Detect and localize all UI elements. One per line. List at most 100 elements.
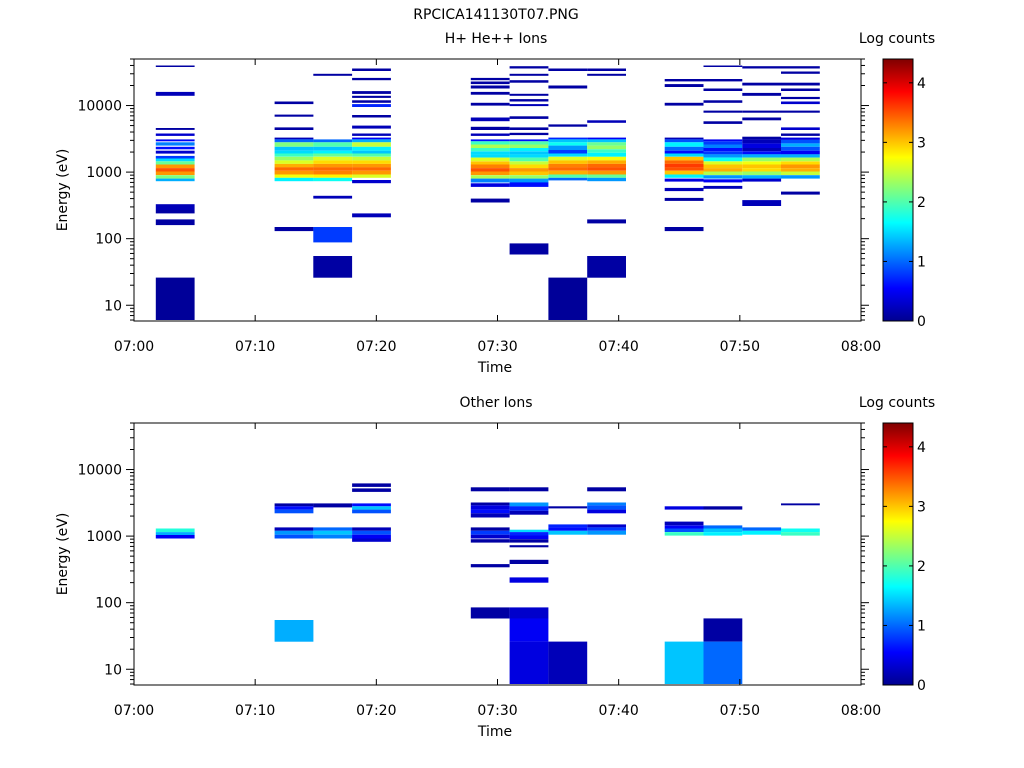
- heatmap-cell: [587, 160, 626, 164]
- heatmap-cell: [664, 174, 704, 178]
- heatmap-cell: [664, 156, 704, 161]
- heatmap-cell: [587, 530, 626, 535]
- heatmap-cell: [781, 96, 820, 100]
- heatmap-cell: [703, 528, 743, 532]
- heatmap-cell: [548, 150, 588, 154]
- heatmap-cell: [470, 141, 510, 145]
- heatmap-cell: [664, 160, 704, 164]
- heatmap-cell: [781, 146, 820, 151]
- heatmap-cell: [781, 88, 820, 91]
- heatmap-cell: [587, 167, 626, 171]
- heatmap-cell: [470, 81, 510, 85]
- heatmap-cell: [470, 171, 510, 176]
- heatmap-cell: [155, 150, 195, 154]
- heatmap-cell: [703, 148, 743, 152]
- heatmap-cell: [470, 539, 510, 543]
- heatmap-cell: [313, 163, 353, 168]
- heatmap-cell: [352, 167, 391, 171]
- heatmap-cell: [509, 116, 549, 119]
- heatmap-cell: [509, 487, 549, 492]
- heatmap-cell: [470, 133, 510, 136]
- heatmap-cell: [274, 153, 314, 157]
- heatmap-cell: [470, 154, 510, 158]
- heatmap-cell: [274, 160, 314, 164]
- panel-other-ions: Other Ions 07:00 07:10 07:20 07:30 07:40 07:5…: [55, 395, 935, 740]
- heatmap-cell: [509, 141, 549, 145]
- heatmap-cell: [274, 150, 314, 154]
- heatmap-cell: [313, 156, 353, 161]
- heatmap-cell: [664, 170, 704, 175]
- heatmap-cell: [664, 84, 704, 87]
- heatmap-cell: [352, 100, 391, 103]
- colorbar-tick-label: 4: [917, 440, 926, 456]
- heatmap-cell: [664, 153, 704, 157]
- heatmap-cell: [781, 150, 820, 155]
- heatmap-cell: [742, 148, 782, 152]
- x-tick-label: 07:30: [477, 339, 517, 355]
- heatmap-cell: [313, 256, 353, 278]
- heatmap-cell: [155, 128, 195, 130]
- heatmap-cell: [274, 167, 314, 171]
- x-axis-label: Time: [477, 724, 512, 740]
- heatmap-cell: [548, 170, 588, 175]
- heatmap-cell: [470, 148, 510, 152]
- heatmap-cell: [313, 73, 353, 76]
- heatmap-cell: [274, 506, 314, 510]
- heatmap-cell: [664, 137, 704, 140]
- heatmap-cell: [509, 171, 549, 176]
- x-tick-label: 08:00: [841, 339, 881, 355]
- heatmap-cell: [742, 139, 782, 144]
- heatmap-cell: [274, 137, 314, 140]
- heatmap-cell: [587, 163, 626, 168]
- heatmap-cell: [742, 171, 782, 176]
- heatmap-cell: [313, 227, 353, 243]
- y-axis-label: Energy (eV): [55, 513, 71, 596]
- colorbar-tick-label: 0: [917, 678, 926, 694]
- heatmap-cell: [703, 121, 743, 124]
- heatmap-cell: [470, 161, 510, 165]
- heatmap-cell: [703, 525, 743, 529]
- heatmap-cell: [548, 167, 588, 171]
- heatmap-cell: [587, 177, 626, 182]
- heatmap-cell: [703, 151, 743, 155]
- heatmap-cell: [548, 163, 588, 168]
- heatmap-cell: [664, 178, 704, 182]
- heatmap-cell: [781, 171, 820, 176]
- heatmap-cell: [742, 178, 782, 182]
- panel-title: Other Ions: [459, 395, 532, 411]
- heatmap-cell: [664, 102, 704, 106]
- heatmap-cell: [742, 66, 782, 69]
- heatmap-cell: [781, 101, 820, 105]
- heatmap-cell: [274, 503, 314, 507]
- heatmap-cells: [155, 65, 820, 320]
- heatmap-cell: [703, 171, 743, 176]
- heatmap-cell: [470, 530, 510, 535]
- heatmap-cell: [313, 530, 353, 535]
- heatmap-cell: [781, 164, 820, 168]
- heatmap-cell: [155, 219, 195, 226]
- heatmap-cell: [742, 143, 782, 148]
- heatmap-cell: [548, 156, 588, 161]
- heatmap-cell: [313, 142, 353, 147]
- heatmap-cell: [155, 65, 195, 67]
- heatmap-cell: [548, 174, 588, 178]
- axes: [126, 422, 869, 686]
- heatmap-cell: [781, 66, 820, 69]
- heatmap-cell: [781, 139, 820, 144]
- heatmap-cell: [703, 144, 743, 148]
- heatmap-cell: [155, 277, 195, 320]
- heatmap-cell: [509, 132, 549, 136]
- heatmap-cell: [742, 157, 782, 162]
- heatmap-cell: [664, 532, 704, 536]
- heatmap-cell: [587, 152, 626, 157]
- heatmap-cell: [352, 506, 391, 510]
- heatmap-cell: [703, 65, 743, 67]
- heatmap-cell: [509, 66, 549, 69]
- heatmap-cell: [548, 160, 588, 164]
- heatmap-cell: [274, 127, 314, 130]
- heatmap-cell: [742, 110, 782, 113]
- heatmap-cell: [703, 110, 743, 113]
- x-tick-label: 07:20: [356, 703, 396, 719]
- heatmap-cell: [352, 125, 391, 129]
- heatmap-cell: [781, 532, 820, 536]
